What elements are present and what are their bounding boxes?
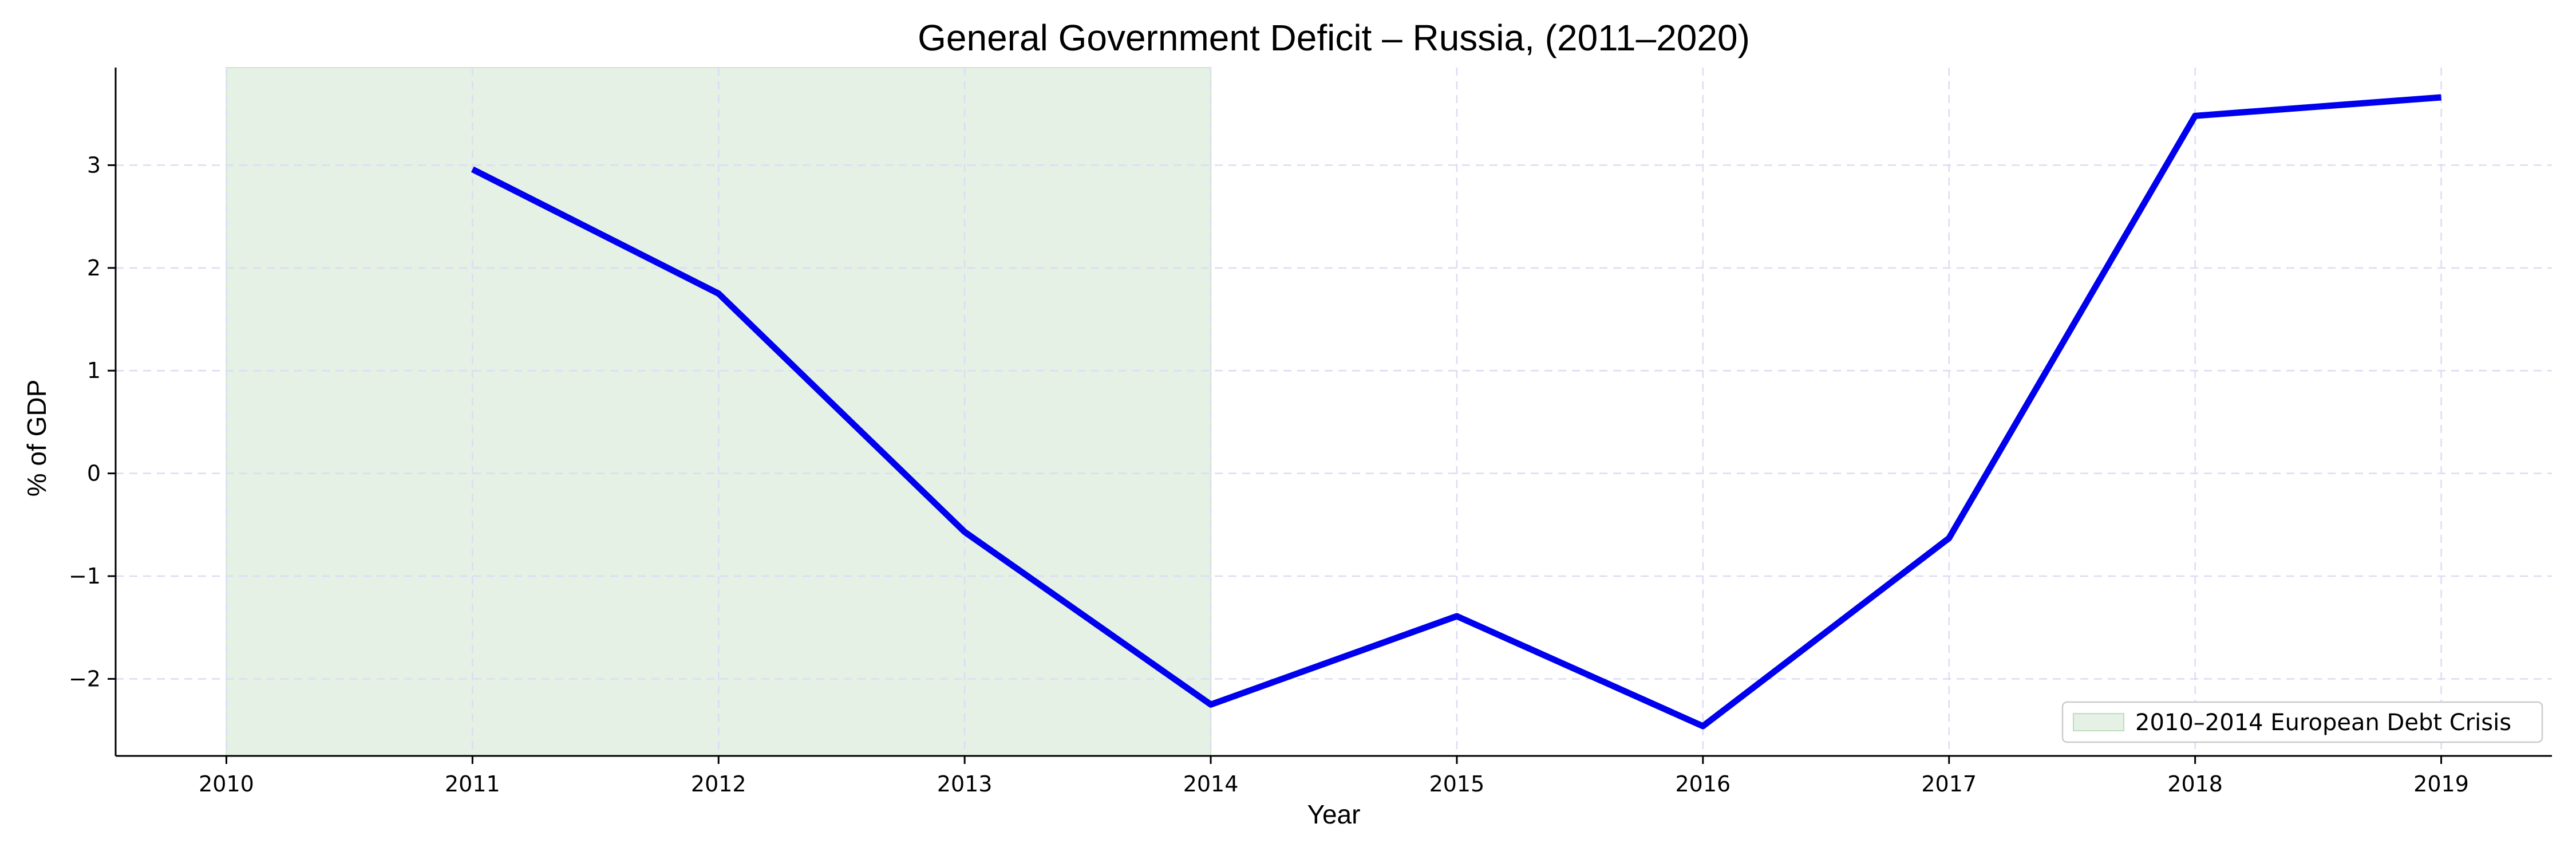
y-tick-label-4: 2 [87,255,101,281]
x-tick-label-2018: 2018 [2167,771,2223,797]
legend-swatch [2073,713,2124,731]
y-axis-label: % of GDP [22,380,52,497]
x-tick-label-2019: 2019 [2413,771,2469,797]
series-layer [471,94,2441,730]
axes-layer [114,68,2552,757]
x-tick-label-2012: 2012 [691,771,746,797]
x-tick-label-2015: 2015 [1429,771,1485,797]
y-tick-label-1: −1 [69,564,101,589]
tick-layer: 2010 2011 2012 2013 2014 2015 2016 2017 2018 2019… [69,152,2469,797]
x-tick-label-2013: 2013 [937,771,993,797]
x-tick-label-2017: 2017 [1921,771,1977,797]
y-tick-label-3: 1 [87,358,101,383]
x-tick-label-2014: 2014 [1183,771,1239,797]
x-tick-label-2010: 2010 [199,771,254,797]
legend-frame [2061,701,2543,743]
legend-label: 2010–2014 European Debt Crisis [2135,710,2511,736]
grid-layer [116,68,2552,756]
x-tick-label-2011: 2011 [445,771,500,797]
x-axis-label: Year [1307,799,1361,829]
x-tick-label-2016: 2016 [1675,771,1730,797]
chart-title: General Government Deficit – Russia, (20… [918,17,1750,58]
y-tick-label-2: 0 [87,461,101,486]
y-tick-label-5: 3 [87,152,101,178]
legend: 2010–2014 European Debt Crisis [2061,701,2543,743]
y-tick-label-0: −2 [69,666,101,691]
